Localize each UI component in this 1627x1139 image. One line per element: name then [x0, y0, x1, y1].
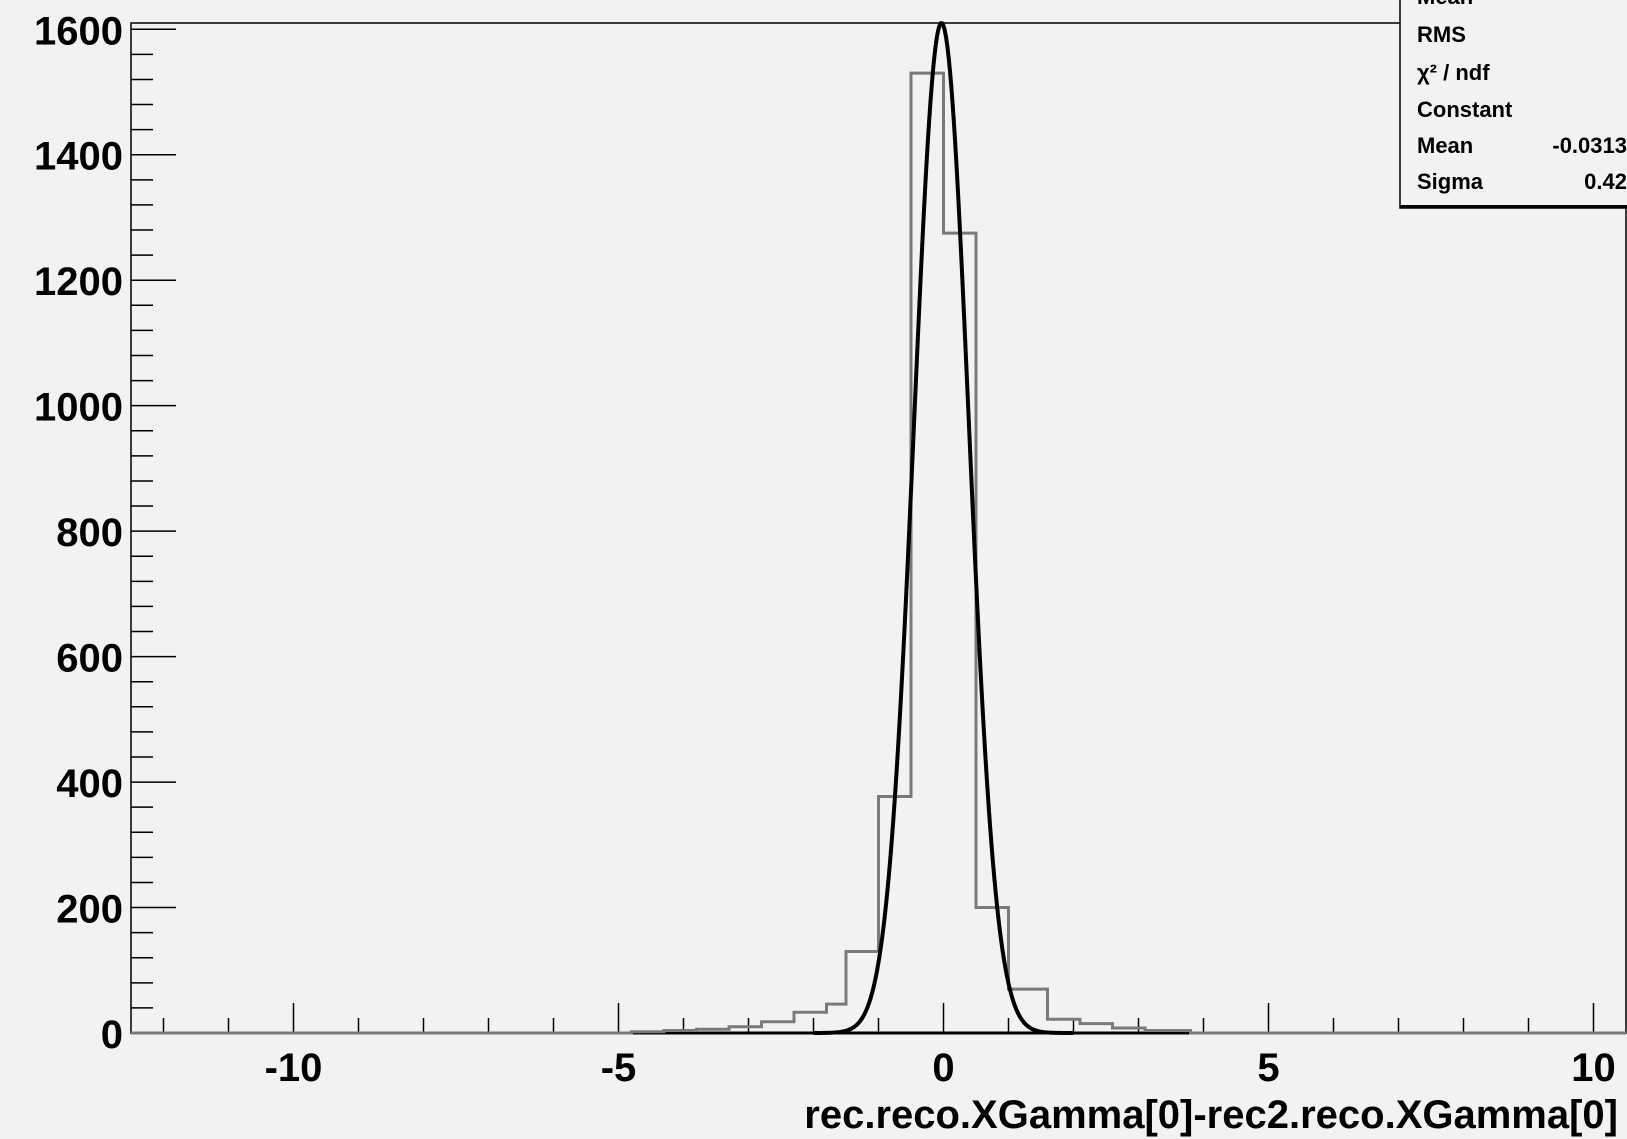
stats-row-value: -0.0313 [1552, 133, 1627, 158]
stats-row-label: Constant [1417, 97, 1513, 122]
histogram-outline [131, 71, 1626, 1035]
y-tick-label: 800 [56, 511, 123, 555]
x-tick-label: -5 [601, 1046, 637, 1090]
stats-row-label: RMS [1417, 22, 1466, 47]
histogram-bin [944, 233, 977, 1033]
histogram-bin [911, 73, 944, 1033]
y-tick-label: 1200 [34, 260, 123, 304]
y-tick-label: 0 [101, 1013, 123, 1057]
x-tick-label: -10 [265, 1046, 323, 1090]
y-tick-label: 600 [56, 637, 123, 681]
y-tick-label: 1000 [34, 386, 123, 430]
stats-row-label: Sigma [1417, 169, 1484, 194]
y-tick-label: 200 [56, 888, 123, 932]
stats-row-label: Mean [1417, 0, 1473, 9]
x-tick-label: 10 [1571, 1046, 1616, 1090]
stats-box: Mean RMS χ² / ndf Constant Mean -0.0313 Sigma 0… [1399, 0, 1627, 209]
stats-row-label: χ² / ndf [1417, 60, 1490, 85]
x-tick-label: 5 [1257, 1046, 1279, 1090]
histogram-bin [762, 1022, 795, 1033]
stats-row-label: Mean [1417, 133, 1473, 158]
histogram-bin [794, 1012, 827, 1033]
y-tick-label: 1600 [34, 9, 123, 53]
histogram-bin [827, 1004, 847, 1033]
y-tick-label: 400 [56, 762, 123, 806]
y-axis: 0 200 400 600 800 1000 1200 1400 1600 [34, 9, 176, 1057]
gaussian-fit-curve [813, 21, 1074, 1035]
histogram-bin [976, 908, 1009, 1033]
stats-row-value: 0.42 [1584, 169, 1627, 194]
fit-curve-series [813, 21, 1074, 1035]
histogram-series [131, 71, 1626, 1035]
x-tick-label: 0 [932, 1046, 954, 1090]
x-axis-title: rec.reco.XGamma[0]-rec2.reco.XGamma[0] [804, 1093, 1618, 1137]
y-tick-label: 1400 [34, 135, 123, 179]
